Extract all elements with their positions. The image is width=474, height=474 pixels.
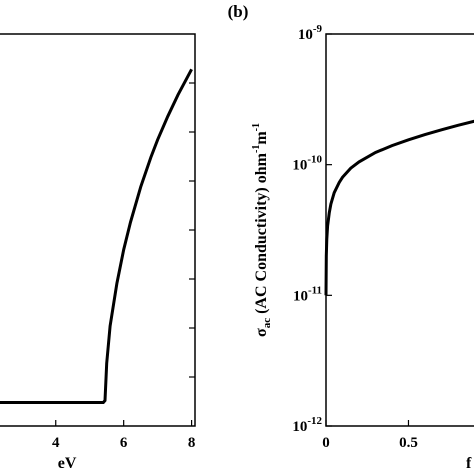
panel-a: 4 6 8 eV (0, 33, 196, 472)
panel-a-x-tick-label: 8 (188, 435, 196, 451)
panel-b-x-axis-label: f (466, 455, 472, 472)
panel-b-frame (325, 33, 474, 427)
panel-a-series-line (0, 68, 193, 404)
panel-b-y-tick-label: 10-9 (298, 23, 323, 43)
panel-b-y-tick-label: 10-10 (292, 154, 322, 174)
panel-b-y-ticks: 10-9 10-10 10-11 10-12 (292, 23, 332, 435)
panel-b-x-ticks: 0 0.5 (322, 420, 418, 451)
panel-a-frame (0, 33, 196, 427)
panel-b-y-tick-label: 10-11 (293, 284, 322, 304)
panel-a-x-axis-label: eV (58, 455, 77, 472)
panel-b-x-tick-label: 0.5 (399, 435, 418, 451)
panel-b-label: (b) (228, 2, 249, 21)
panel-a-y-ticks (189, 82, 195, 378)
panel-a-x-tick-label: 4 (52, 435, 60, 451)
svg-text:σac (AC Conductivity) ohm-1m-1: σac (AC Conductivity) ohm-1m-1 (251, 123, 273, 337)
panel-b-y-tick-label: 10-12 (292, 415, 322, 435)
panel-b-x-tick-label: 0 (322, 435, 330, 451)
panel-b-series-line (324, 119, 474, 296)
panel-a-x-tick-label: 6 (120, 435, 128, 451)
panel-b-y-axis-label: σac (AC Conductivity) ohm-1m-1 (251, 123, 273, 337)
panel-a-x-ticks: 4 6 8 (52, 420, 195, 451)
